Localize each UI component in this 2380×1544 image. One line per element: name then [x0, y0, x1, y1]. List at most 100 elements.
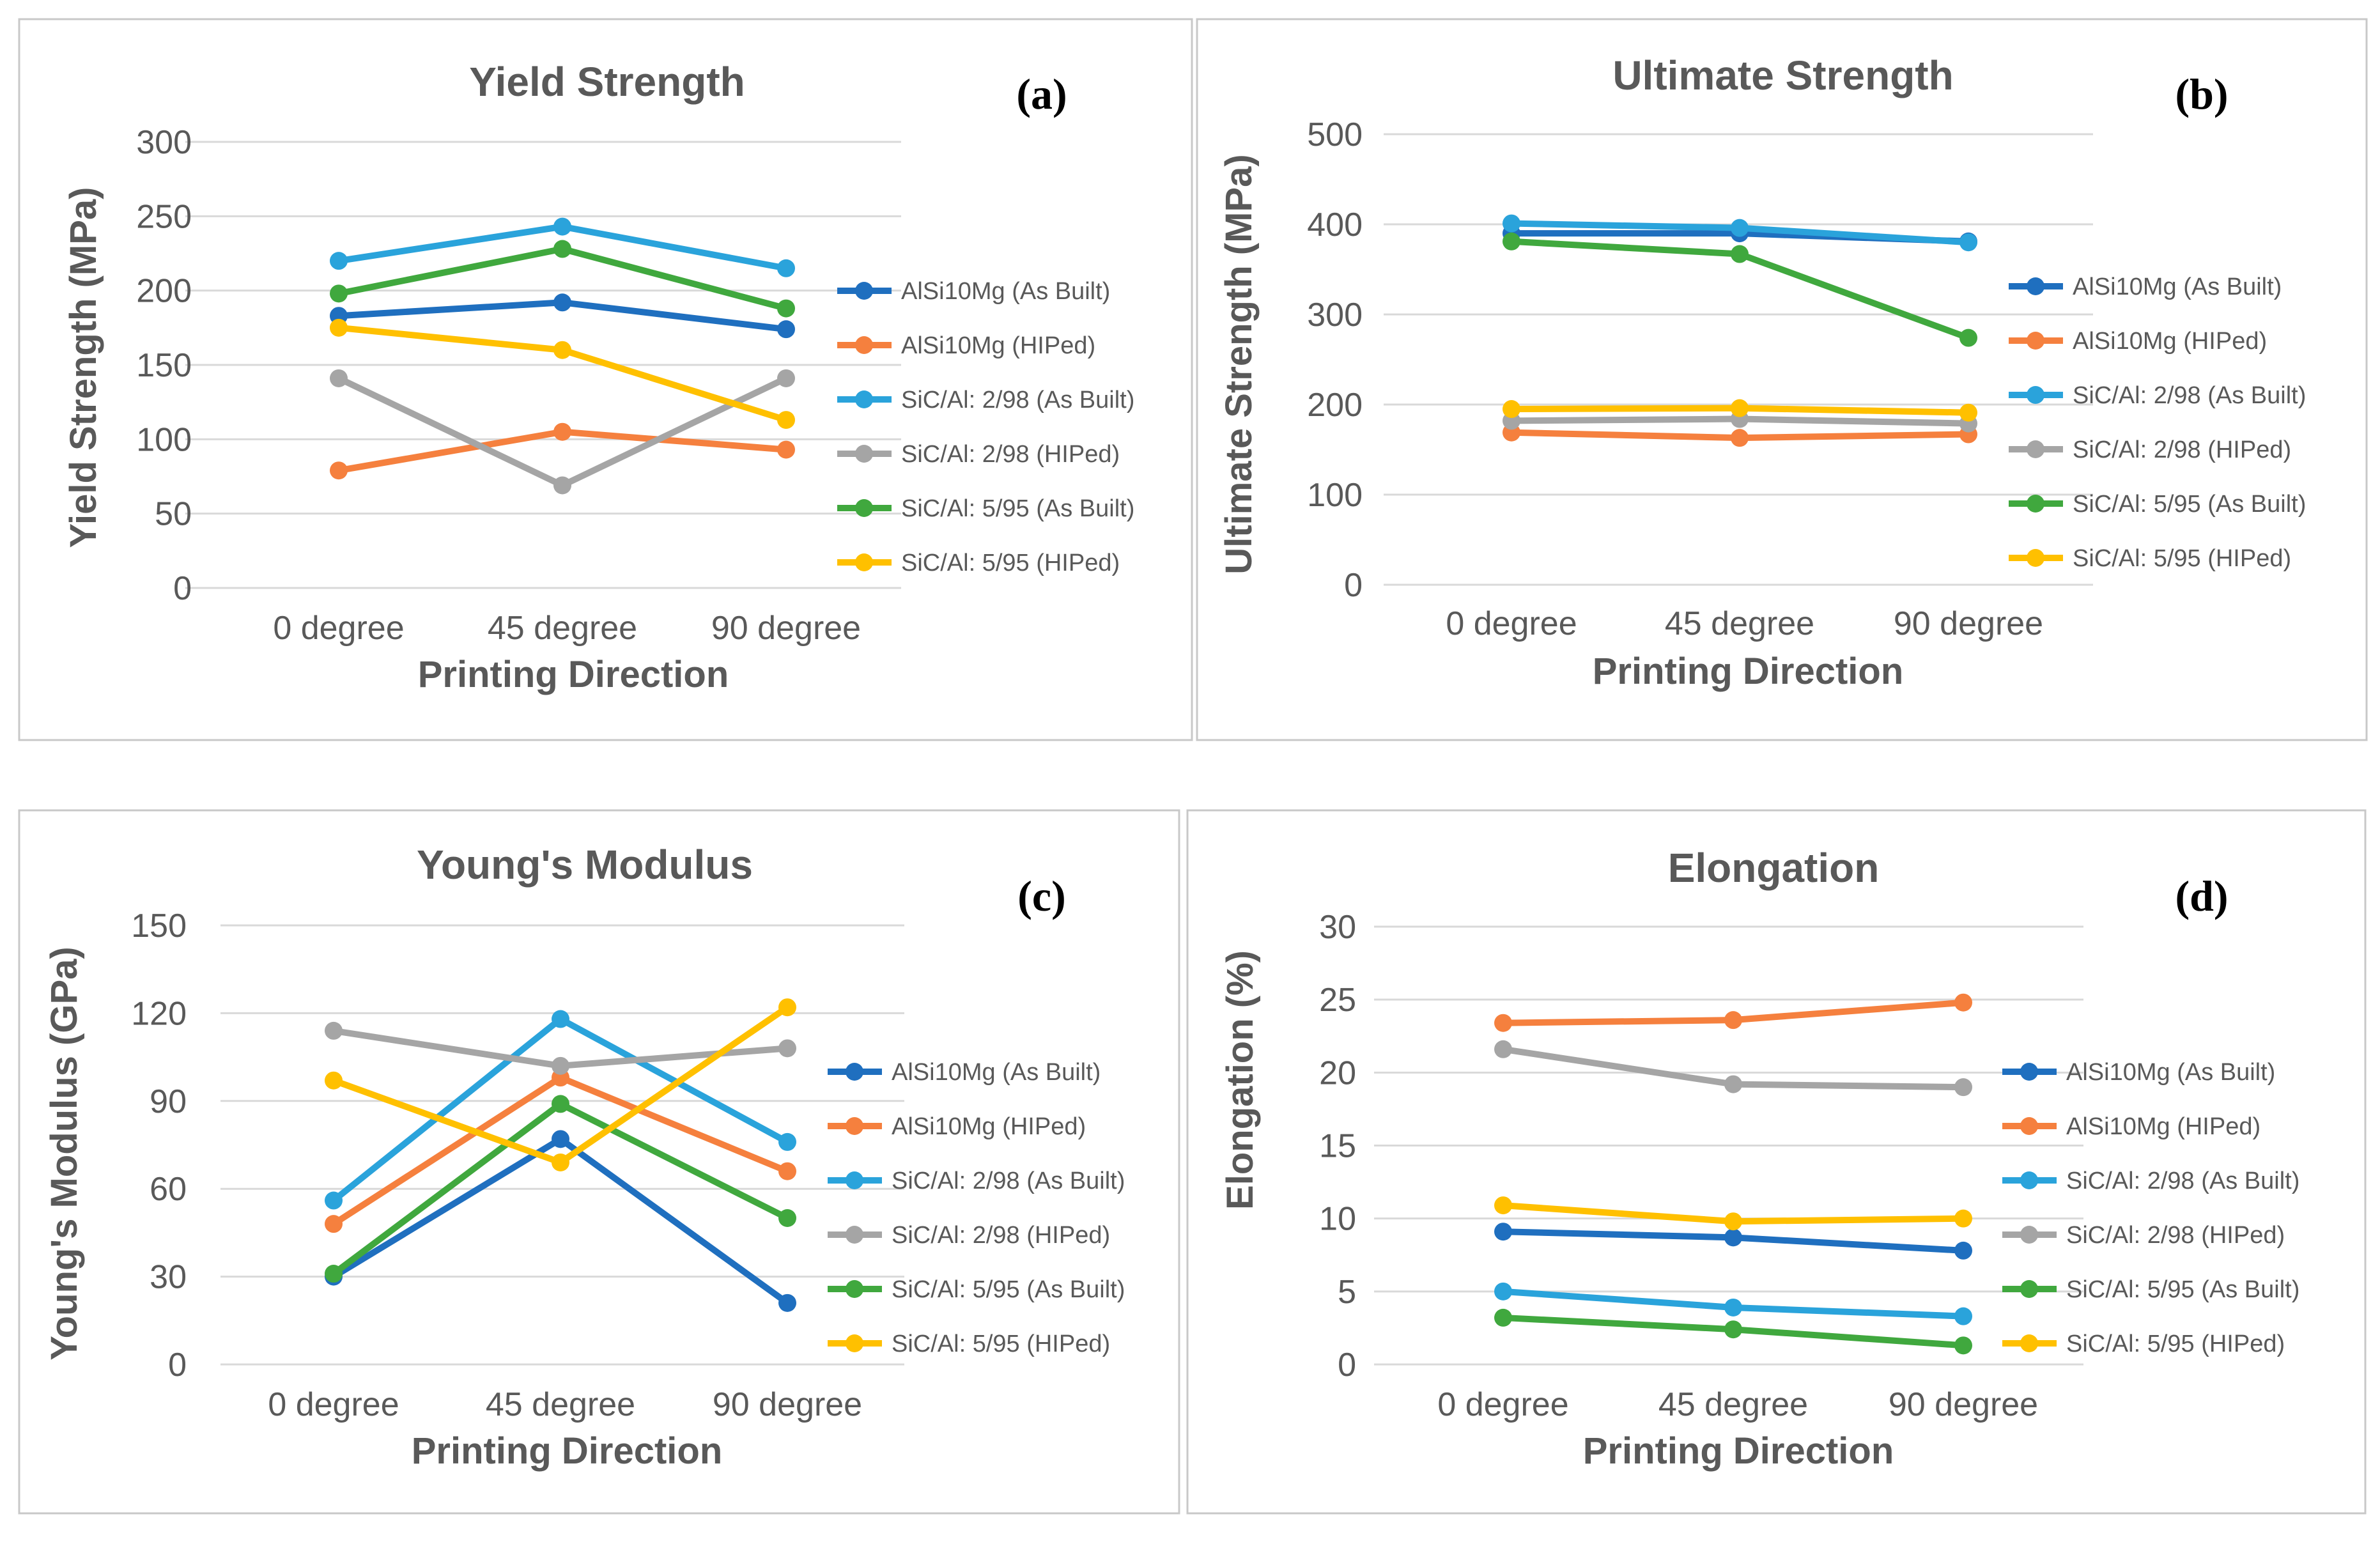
- panel-label: (c): [1017, 872, 1065, 920]
- panel-frame: [1196, 18, 2368, 741]
- y-tick-label: 120: [131, 995, 187, 1032]
- legend-label: AlSi10Mg (As Built): [2066, 1059, 2275, 1086]
- x-tick-label: 90 degree: [713, 1386, 862, 1423]
- legend-swatch-marker: [855, 499, 873, 517]
- legend-swatch-marker: [2027, 549, 2044, 567]
- data-point: [1724, 1320, 1742, 1339]
- legend-label: SiC/Al: 5/95 (HIPed): [901, 550, 1120, 576]
- series-6: [1503, 399, 1977, 422]
- y-tick-label: 60: [150, 1171, 187, 1208]
- legend-label: AlSi10Mg (As Built): [901, 278, 1110, 305]
- data-point: [1954, 1336, 1972, 1355]
- y-tick-label: 300: [136, 124, 192, 161]
- data-point: [553, 240, 571, 258]
- x-axis-title: Printing Direction: [418, 654, 729, 695]
- y-tick-label: 90: [150, 1083, 187, 1120]
- legend: AlSi10Mg (As Built) AlSi10Mg (HIPed) SiC/A…: [828, 1059, 1125, 1357]
- legend-swatch-marker: [846, 1226, 863, 1244]
- series-4: [1503, 410, 1977, 433]
- series-1: [1494, 1223, 1972, 1260]
- data-point: [1731, 399, 1749, 417]
- y-tick-label: 250: [136, 198, 192, 235]
- data-point: [778, 1132, 796, 1151]
- legend-swatch-marker: [2027, 332, 2044, 350]
- legend-label: SiC/Al: 2/98 (HIPed): [2073, 436, 2291, 463]
- chart-panel-a: Yield Strength (a) 0 50 100 150 200 250 300 0 deg…: [18, 18, 1193, 741]
- panel-frame: [18, 18, 1193, 741]
- data-point: [1731, 429, 1749, 447]
- legend: AlSi10Mg (As Built) AlSi10Mg (HIPed) SiC/A…: [2009, 274, 2306, 572]
- series-2: [1494, 993, 1972, 1032]
- legend-label: SiC/Al: 2/98 (As Built): [2066, 1168, 2299, 1194]
- legend-label: AlSi10Mg (As Built): [892, 1059, 1101, 1086]
- x-tick-label: 45 degree: [488, 610, 637, 647]
- data-point: [325, 1021, 343, 1040]
- y-tick-label: 200: [136, 273, 192, 310]
- legend-swatch-marker: [2020, 1171, 2038, 1189]
- data-point: [1724, 1212, 1742, 1231]
- data-point: [777, 259, 795, 277]
- data-point: [1954, 1241, 1972, 1260]
- data-point: [553, 422, 571, 441]
- data-point: [1959, 233, 1977, 252]
- chart-panel-d: Elongation (d) 0 5 10 15 20 25 30 0 degree 45 degr…: [1186, 809, 2367, 1515]
- data-point: [777, 411, 795, 429]
- legend-swatch-marker: [2027, 277, 2044, 295]
- series-3: [330, 217, 795, 277]
- series-6: [330, 318, 795, 429]
- data-point: [1731, 245, 1749, 263]
- legend-label: SiC/Al: 2/98 (HIPed): [2066, 1222, 2285, 1249]
- x-tick-label: 90 degree: [1894, 605, 2043, 642]
- legend: AlSi10Mg (As Built) AlSi10Mg (HIPed) SiC/A…: [837, 278, 1134, 576]
- y-tick-label: 10: [1319, 1201, 1356, 1238]
- y-tick-label: 150: [131, 907, 187, 945]
- legend-label: AlSi10Mg (HIPed): [2066, 1113, 2260, 1140]
- data-point: [325, 1215, 343, 1233]
- x-axis-title: Printing Direction: [1583, 1430, 1894, 1472]
- y-tick-label: 30: [150, 1259, 187, 1296]
- series-2: [325, 1069, 796, 1233]
- legend-label: AlSi10Mg (HIPed): [901, 332, 1095, 359]
- data-point: [1731, 219, 1749, 237]
- legend-swatch-marker: [2020, 1280, 2038, 1298]
- y-tick-label: 50: [155, 496, 192, 533]
- data-point: [1959, 328, 1977, 347]
- chart-title: Young's Modulus: [417, 842, 753, 888]
- legend-label: AlSi10Mg (HIPed): [2073, 328, 2267, 355]
- panel-label: (d): [2175, 872, 2228, 920]
- data-point: [553, 217, 571, 236]
- y-tick-label: 30: [1319, 909, 1356, 946]
- data-point: [330, 461, 348, 480]
- data-point: [778, 1162, 796, 1180]
- x-tick-label: 45 degree: [486, 1386, 635, 1423]
- data-point: [1503, 232, 1520, 251]
- legend-label: SiC/Al: 2/98 (As Built): [901, 387, 1134, 413]
- series-4: [325, 1021, 796, 1075]
- data-point: [1954, 1078, 1972, 1097]
- series-3: [325, 1010, 796, 1210]
- legend-swatch-marker: [855, 553, 873, 571]
- y-tick-label: 5: [1338, 1274, 1356, 1311]
- data-point: [1494, 1282, 1512, 1301]
- series-2: [330, 422, 795, 480]
- series-3: [1503, 214, 1977, 252]
- legend-swatch-marker: [855, 390, 873, 408]
- y-tick-label: 25: [1319, 982, 1356, 1019]
- data-point: [777, 299, 795, 318]
- y-tick-label: 100: [1307, 477, 1363, 514]
- x-axis-title: Printing Direction: [1593, 651, 1904, 692]
- data-point: [1494, 1196, 1512, 1215]
- y-axis-title: Elongation (%): [1219, 950, 1261, 1210]
- series-5: [1503, 232, 1977, 347]
- data-point: [1503, 400, 1520, 419]
- legend-swatch-marker: [855, 445, 873, 463]
- data-point: [777, 369, 795, 387]
- y-tick-label: 15: [1319, 1128, 1356, 1165]
- y-tick-label: 500: [1307, 116, 1363, 153]
- data-point: [330, 369, 348, 387]
- y-axis-title: Ultimate Strength (MPa): [1218, 154, 1260, 574]
- legend-swatch-marker: [2020, 1063, 2038, 1081]
- y-tick-label: 150: [136, 347, 192, 384]
- data-point: [1954, 993, 1972, 1012]
